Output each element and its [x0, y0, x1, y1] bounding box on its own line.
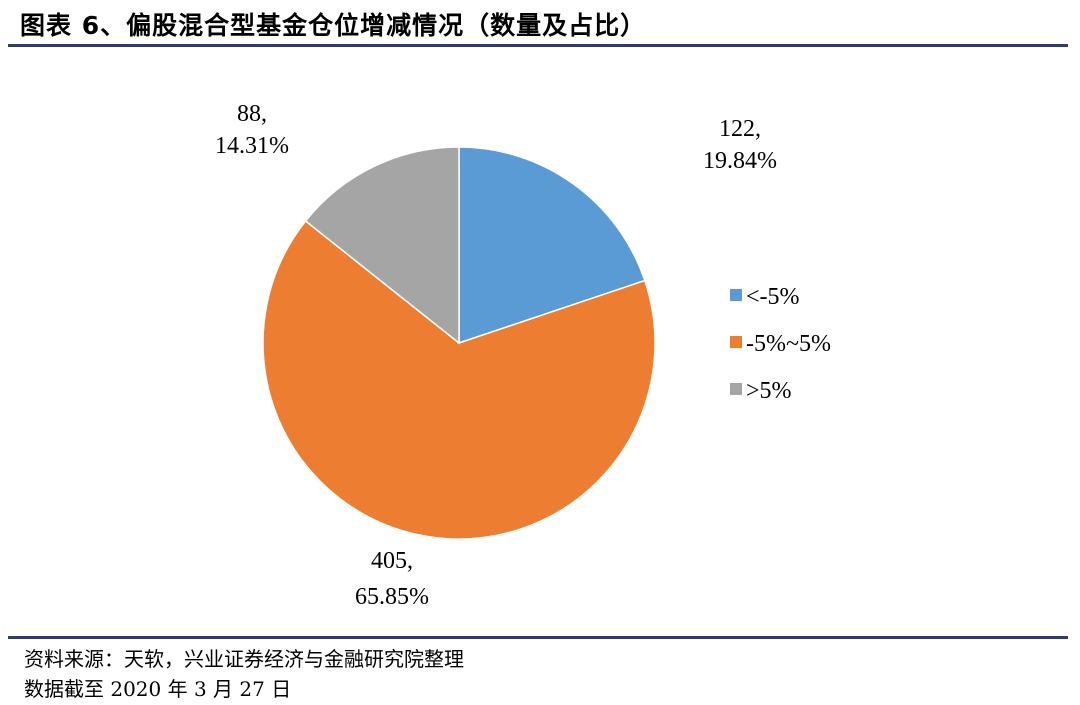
chart-legend: <-5% -5%~5% >5% — [730, 284, 831, 404]
legend-swatch-3 — [730, 383, 742, 395]
data-label-1-pct: 19.84% — [703, 148, 777, 174]
legend-label-1: <-5% — [746, 284, 800, 310]
pie-data-labels: 122, 19.84% 405, 65.85% 88, 14.31% — [215, 101, 777, 610]
source-note: 资料来源：天软，兴业证券经济与金融研究院整理 数据截至 2020 年 3 月 2… — [24, 644, 464, 704]
date-note: 数据截至 2020 年 3 月 27 日 — [24, 677, 292, 701]
pie-slice-1 — [458, 146, 646, 345]
data-label-1-count: 122, — [719, 116, 761, 142]
legend-label-3: >5% — [746, 378, 792, 404]
pie-slice-2 — [262, 219, 656, 540]
legend-swatch-2 — [730, 336, 742, 348]
data-label-3-pct: 14.31% — [215, 133, 289, 159]
data-label-2-pct: 65.85% — [355, 584, 429, 610]
legend-label-2: -5%~5% — [746, 331, 831, 357]
data-label-2-count: 405, — [371, 548, 413, 574]
legend-swatch-1 — [730, 289, 742, 301]
pie-slice-3 — [304, 146, 460, 345]
source-text: 资料来源：天软，兴业证券经济与金融研究院整理 — [24, 647, 464, 671]
footer-divider — [8, 636, 1068, 639]
pie-slices — [262, 146, 656, 540]
chart-title: 图表 6、偏股混合型基金仓位增减情况（数量及占比） — [20, 11, 647, 40]
data-label-3-count: 88, — [237, 101, 267, 127]
title-divider — [8, 44, 1068, 47]
